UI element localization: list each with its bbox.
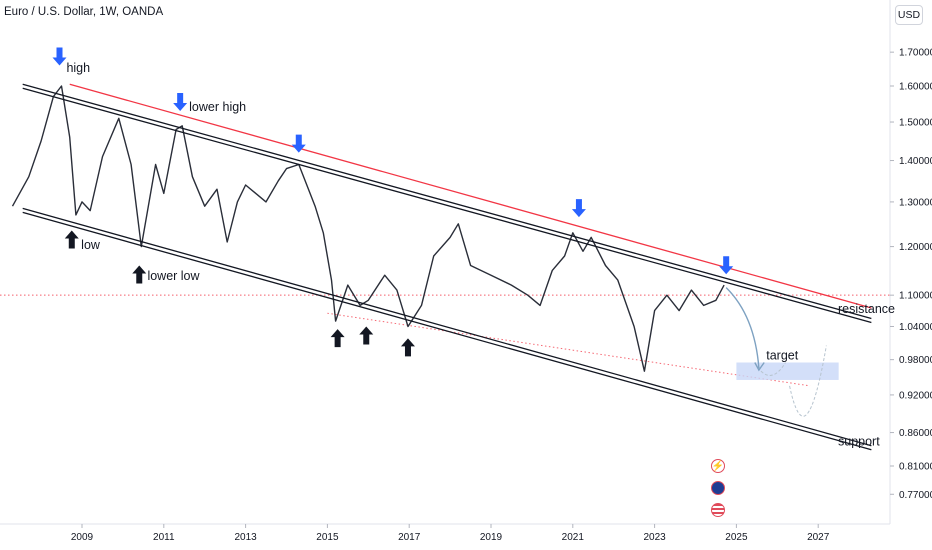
up-arrow-2015 [330, 329, 345, 348]
y-tick-label: 1.04000 [899, 322, 932, 333]
y-tick-label: 1.40000 [899, 156, 932, 167]
down-arrow-2024 [719, 256, 734, 275]
price-series [0, 85, 890, 417]
support-channel-b [22, 211, 872, 451]
y-tick-label: 1.60000 [899, 82, 932, 93]
us-flag-icon[interactable] [711, 503, 725, 517]
price-line [11, 85, 725, 372]
label-resistance: resistance [838, 302, 895, 316]
x-tick-label: 2009 [71, 532, 94, 543]
label-low: low [81, 238, 101, 252]
up-arrow-2017 [400, 338, 415, 357]
label-lower-high: lower high [189, 100, 246, 114]
x-tick-label: 2027 [807, 532, 830, 543]
down-arrow-lower-high [173, 92, 188, 111]
y-tick-label: 1.20000 [899, 242, 932, 253]
channel-lines [22, 83, 872, 451]
target-zone [736, 362, 839, 380]
x-axis-ticks: 2009 2011 2013 2015 2017 2019 2021 2023 2025 2027 [71, 524, 830, 543]
y-tick-label: 1.70000 [899, 48, 932, 59]
x-tick-label: 2015 [316, 532, 339, 543]
x-tick-label: 2017 [398, 532, 421, 543]
y-tick-label: 0.81000 [899, 462, 932, 473]
up-arrow-low [64, 230, 79, 249]
down-arrow-2021 [571, 199, 586, 218]
projection-bounce [760, 362, 786, 376]
resistance-line [69, 83, 872, 309]
y-axis-ticks: 1.70000 1.60000 1.50000 1.40000 1.30000 1.200… [890, 48, 932, 501]
y-tick-label: 0.92000 [899, 390, 932, 401]
down-arrow-2014 [291, 134, 306, 153]
projection-down [725, 287, 760, 369]
projection-down-head [754, 362, 765, 372]
x-tick-label: 2023 [643, 532, 666, 543]
support-channel-a [22, 207, 872, 447]
y-tick-label: 0.86000 [899, 428, 932, 439]
projection-recover [789, 345, 827, 417]
x-tick-label: 2025 [725, 532, 748, 543]
label-high: high [66, 61, 90, 75]
up-arrow-lower-low [132, 265, 147, 284]
axis-borders [0, 0, 891, 525]
x-tick-label: 2021 [562, 532, 585, 543]
label-target: target [766, 349, 798, 363]
down-arrow-high [52, 47, 67, 66]
annotations: high lower high low lower low resistance supp… [66, 61, 895, 448]
label-support: support [838, 435, 880, 449]
y-tick-label: 1.50000 [899, 118, 932, 129]
upper-channel-b [22, 87, 872, 324]
y-tick-label: 1.30000 [899, 197, 932, 208]
x-tick-label: 2011 [153, 532, 175, 543]
label-lower-low: lower low [147, 269, 200, 283]
x-tick-label: 2013 [234, 532, 257, 543]
upper-channel-a [22, 83, 872, 320]
pivot-markers [52, 47, 734, 357]
y-tick-label: 0.77000 [899, 490, 932, 501]
up-arrow-2016 [359, 326, 374, 345]
x-tick-label: 2019 [480, 532, 503, 543]
y-tick-label: 1.10000 [899, 291, 932, 302]
currency-badge[interactable]: USD [895, 5, 923, 25]
y-tick-label: 0.98000 [899, 355, 932, 366]
symbol-title[interactable]: Euro / U.S. Dollar, 1W, OANDA [4, 6, 164, 18]
flash-icon[interactable]: ⚡ [711, 459, 725, 473]
eu-flag-icon[interactable] [711, 481, 725, 495]
